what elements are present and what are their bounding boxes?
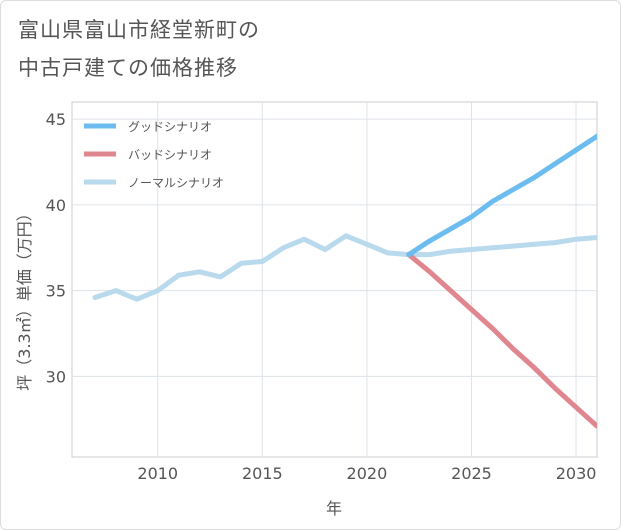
x-tick-label: 2025 xyxy=(451,464,492,483)
legend-label: バッドシナリオ xyxy=(128,148,212,162)
legend-label: ノーマルシナリオ xyxy=(128,176,224,190)
x-tick-label: 2020 xyxy=(347,464,388,483)
y-tick-label: 40 xyxy=(46,196,66,215)
y-tick-label: 45 xyxy=(46,110,66,129)
x-axis-title: 年 xyxy=(326,499,342,518)
plot-area xyxy=(71,101,598,458)
x-tick-label: 2010 xyxy=(137,464,178,483)
y-tick-label: 30 xyxy=(46,367,66,386)
x-tick-label: 2030 xyxy=(556,464,597,483)
y-tick-label: 35 xyxy=(46,282,66,301)
legend-label: グッドシナリオ xyxy=(128,120,212,134)
y-axis-title: 坪（3.3㎡）単価（万円） xyxy=(15,205,34,390)
series-line-1 xyxy=(406,252,597,429)
series-line-2 xyxy=(92,233,597,302)
chart-title-line-1: 富山県富山市経堂新町の xyxy=(18,18,260,42)
series-line-0 xyxy=(406,133,597,258)
grid xyxy=(72,102,597,457)
chart-title-line-2: 中古戸建ての価格推移 xyxy=(18,56,238,80)
x-tick-label: 2015 xyxy=(242,464,283,483)
tick-labels: 2010 2015 2020 2025 2030 30 35 40 45 xyxy=(46,110,597,483)
series-layer xyxy=(92,133,597,429)
